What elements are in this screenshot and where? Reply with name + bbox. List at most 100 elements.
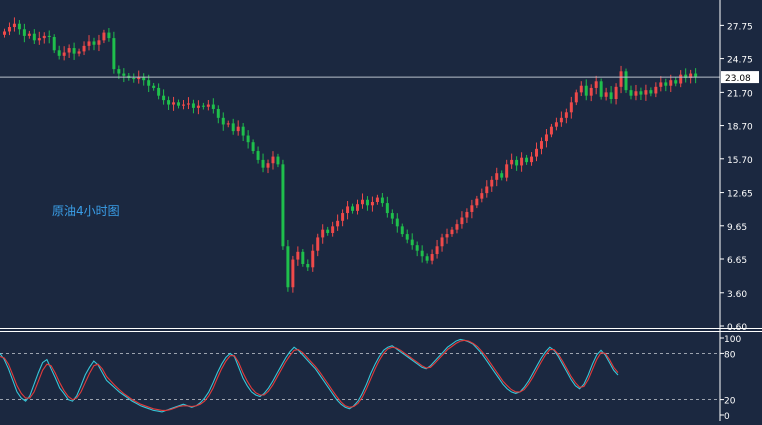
candle (162, 95, 166, 101)
candle (624, 71, 628, 91)
candle (415, 245, 419, 251)
candle (390, 213, 394, 219)
candle (17, 23, 21, 30)
candle (584, 85, 588, 96)
candle (515, 159, 519, 166)
candle (296, 251, 300, 260)
candle (291, 259, 295, 288)
candle (380, 197, 384, 204)
candle (400, 226, 404, 235)
candle (246, 135, 250, 143)
candle (385, 203, 389, 214)
candle (186, 103, 190, 105)
candle (316, 237, 320, 251)
candle (689, 73, 693, 78)
candle (261, 159, 265, 168)
candle (2, 31, 6, 35)
candle (286, 246, 290, 288)
candle (241, 126, 245, 136)
candle (311, 250, 315, 268)
candle (654, 86, 658, 94)
candle (42, 35, 46, 39)
candle (375, 197, 379, 202)
candle (475, 198, 479, 206)
candle (301, 251, 305, 264)
candle (490, 179, 494, 187)
candle (405, 234, 409, 240)
candle (659, 82, 663, 87)
candle (356, 204, 360, 211)
candle (480, 193, 484, 199)
candle (351, 206, 355, 211)
candle (430, 254, 434, 261)
candle (460, 217, 464, 225)
candle (82, 45, 86, 52)
candle (564, 112, 568, 118)
candle (196, 105, 200, 108)
candle (336, 220, 340, 227)
candle (679, 74, 683, 84)
candle (32, 33, 36, 41)
candle (639, 91, 643, 95)
candle (535, 148, 539, 157)
candle (251, 142, 255, 152)
candle (87, 41, 91, 46)
candle (674, 80, 678, 84)
osc-y-tick-label: 20 (724, 397, 736, 407)
candle (172, 102, 176, 105)
candle (167, 100, 171, 105)
candle (112, 38, 116, 70)
candle (276, 156, 280, 165)
candle (609, 92, 613, 100)
candle (177, 102, 181, 106)
candle (649, 90, 653, 94)
candle (530, 156, 534, 163)
candle (7, 27, 11, 32)
candle (341, 213, 345, 221)
candle (579, 85, 583, 93)
candle (37, 38, 41, 41)
y-tick-label: 27.75 (727, 22, 753, 32)
candle (470, 205, 474, 212)
candle (420, 250, 424, 257)
candle (117, 69, 121, 74)
candle (221, 117, 225, 125)
candle (669, 80, 673, 86)
candle (614, 86, 618, 100)
candle (152, 85, 156, 88)
candle (594, 81, 598, 88)
candle (67, 48, 71, 53)
candle (12, 23, 16, 28)
candle (360, 199, 364, 205)
y-tick-label: 18.70 (727, 123, 753, 133)
oscillator-line (0, 339, 619, 411)
candle (72, 48, 76, 54)
candle (346, 206, 350, 214)
y-tick-label: 9.65 (727, 223, 747, 233)
candle (92, 41, 96, 45)
y-tick-label: 15.70 (727, 156, 753, 166)
candle (370, 201, 374, 206)
candle (102, 32, 106, 41)
candle (435, 246, 439, 255)
candle (549, 126, 553, 135)
candle (231, 123, 235, 132)
candle (684, 74, 688, 78)
y-tick-label: 24.75 (727, 56, 753, 66)
candle (520, 157, 524, 166)
current-price-box (721, 71, 759, 84)
osc-y-tick-label: 0 (724, 412, 730, 421)
candle (664, 82, 668, 86)
y-tick-label: 6.65 (727, 256, 747, 266)
candle (395, 218, 399, 227)
candle (440, 237, 444, 247)
candle (599, 81, 603, 97)
candle (77, 51, 81, 54)
candle (216, 108, 220, 118)
candle (559, 117, 563, 123)
candle (410, 239, 414, 246)
candle (604, 92, 608, 97)
candle (211, 104, 215, 109)
